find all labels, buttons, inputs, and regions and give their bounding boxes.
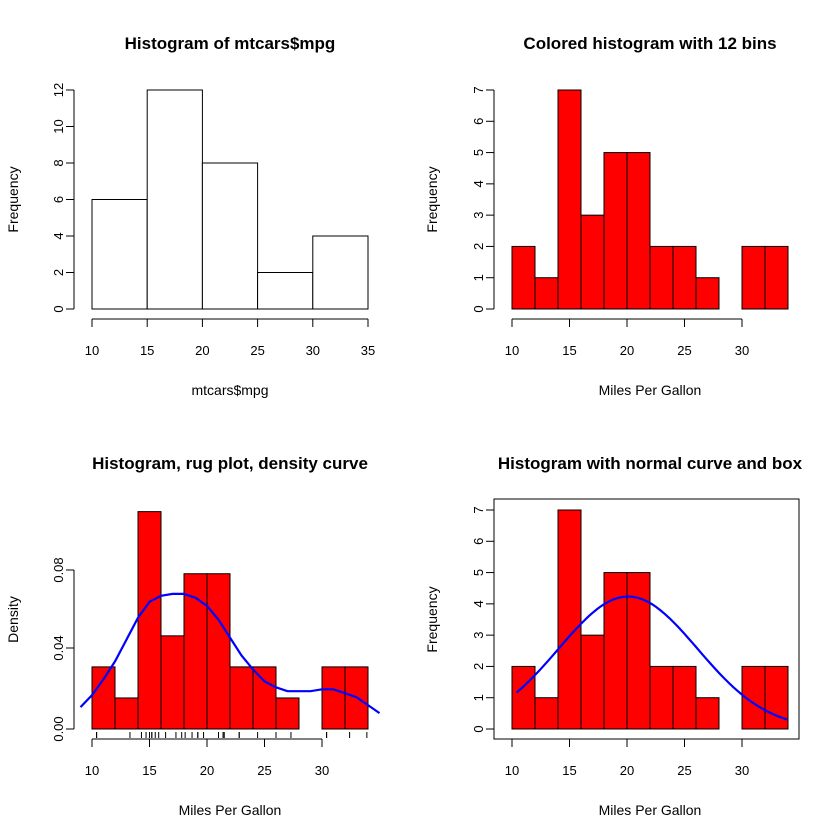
- histogram-bar: [201, 162, 259, 310]
- y-tick-label: 3: [471, 632, 486, 639]
- y-tick-label: 0: [51, 305, 66, 312]
- histogram-bar: [511, 665, 536, 730]
- x-tick-label: 10: [505, 763, 519, 778]
- density-curve: [79, 592, 381, 715]
- chart-title: Colored histogram with 12 bins: [523, 34, 776, 53]
- histogram-bar: [649, 665, 674, 730]
- x-tick-label: 25: [250, 343, 264, 358]
- histogram-bar: [160, 635, 185, 730]
- y-axis-label: Frequency: [424, 166, 440, 232]
- histogram-bar: [580, 214, 605, 310]
- x-tick-label: 15: [562, 763, 576, 778]
- y-tick-label: 6: [51, 196, 66, 203]
- normal-curve: [515, 595, 788, 721]
- histogram-bar: [137, 511, 162, 730]
- y-tick-label: 6: [471, 118, 486, 125]
- x-tick-label: 15: [142, 763, 156, 778]
- y-tick-label: 6: [471, 538, 486, 545]
- y-tick-label: 0: [471, 305, 486, 312]
- histogram-bar: [741, 245, 766, 310]
- y-axis-label: Frequency: [424, 586, 440, 652]
- x-tick-label: 20: [620, 763, 634, 778]
- x-axis-label: Miles Per Gallon: [599, 382, 702, 398]
- x-tick-label: 15: [140, 343, 154, 358]
- x-tick-label: 30: [735, 763, 749, 778]
- chart-title: Histogram, rug plot, density curve: [92, 454, 368, 473]
- chart-title: Histogram with normal curve and box: [498, 454, 803, 473]
- y-tick-label: 1: [471, 694, 486, 701]
- histogram-bar: [626, 572, 651, 730]
- y-tick-label: 2: [471, 243, 486, 250]
- histogram-bar: [146, 89, 203, 310]
- y-tick-label: 0: [471, 725, 486, 732]
- histogram-bar: [649, 245, 674, 310]
- histogram-bar: [206, 573, 231, 730]
- histogram-bar: [252, 666, 277, 730]
- x-tick-label: 20: [200, 763, 214, 778]
- x-tick-label: 30: [306, 343, 320, 358]
- x-tick-label: 10: [85, 343, 99, 358]
- y-tick-label: 7: [471, 86, 486, 93]
- y-tick-label: 3: [471, 212, 486, 219]
- histogram-bar: [695, 277, 720, 310]
- y-tick-label: 5: [471, 149, 486, 156]
- histogram-bar: [534, 277, 559, 310]
- histogram-bar: [321, 666, 346, 730]
- x-tick-label: 25: [677, 763, 691, 778]
- histogram-bar: [557, 509, 582, 730]
- y-axis-label: Frequency: [5, 166, 21, 232]
- x-tick-label: 25: [677, 343, 691, 358]
- y-tick-label: 0.04: [51, 635, 66, 660]
- x-tick-label: 10: [85, 763, 99, 778]
- histogram-bar: [672, 245, 697, 310]
- x-tick-label: 25: [257, 763, 271, 778]
- x-tick-label: 30: [315, 763, 329, 778]
- x-tick-label: 30: [735, 343, 749, 358]
- histogram-bar: [580, 634, 605, 730]
- y-tick-label: 5: [471, 569, 486, 576]
- histogram-bar: [312, 235, 369, 310]
- y-tick-label: 2: [51, 269, 66, 276]
- x-axis-label: mtcars$mpg: [191, 382, 268, 398]
- x-tick-label: 15: [562, 343, 576, 358]
- histogram-bar: [557, 89, 582, 310]
- y-tick-label: 4: [51, 232, 66, 239]
- histogram-bar: [257, 272, 314, 310]
- y-tick-label: 8: [51, 159, 66, 166]
- histogram-bar: [114, 697, 139, 730]
- y-tick-label: 4: [471, 180, 486, 187]
- histogram-bar: [91, 666, 116, 730]
- histogram-bar: [603, 152, 628, 310]
- x-axis-label: Miles Per Gallon: [179, 802, 282, 818]
- y-tick-label: 10: [51, 119, 66, 133]
- histogram-bar: [275, 697, 300, 730]
- histogram-bar: [229, 666, 254, 730]
- histogram-bar: [626, 152, 651, 310]
- x-tick-label: 20: [620, 343, 634, 358]
- histogram-bar: [672, 665, 697, 730]
- y-tick-label: 7: [471, 506, 486, 513]
- y-tick-label: 0.00: [51, 716, 66, 741]
- y-tick-label: 1: [471, 274, 486, 281]
- histogram-bar: [764, 245, 789, 310]
- histogram-bar: [534, 697, 559, 730]
- y-axis-label: Density: [5, 596, 21, 643]
- y-tick-label: 0.08: [51, 557, 66, 582]
- histogram-bar: [695, 697, 720, 730]
- x-axis-label: Miles Per Gallon: [599, 802, 702, 818]
- y-tick-label: 12: [51, 83, 66, 97]
- x-tick-label: 35: [361, 343, 375, 358]
- y-tick-label: 4: [471, 600, 486, 607]
- histogram-bar: [511, 245, 536, 310]
- x-tick-label: 10: [505, 343, 519, 358]
- histogram-bar: [91, 199, 148, 310]
- y-tick-label: 2: [471, 663, 486, 670]
- chart-title: Histogram of mtcars$mpg: [125, 34, 336, 53]
- x-tick-label: 20: [195, 343, 209, 358]
